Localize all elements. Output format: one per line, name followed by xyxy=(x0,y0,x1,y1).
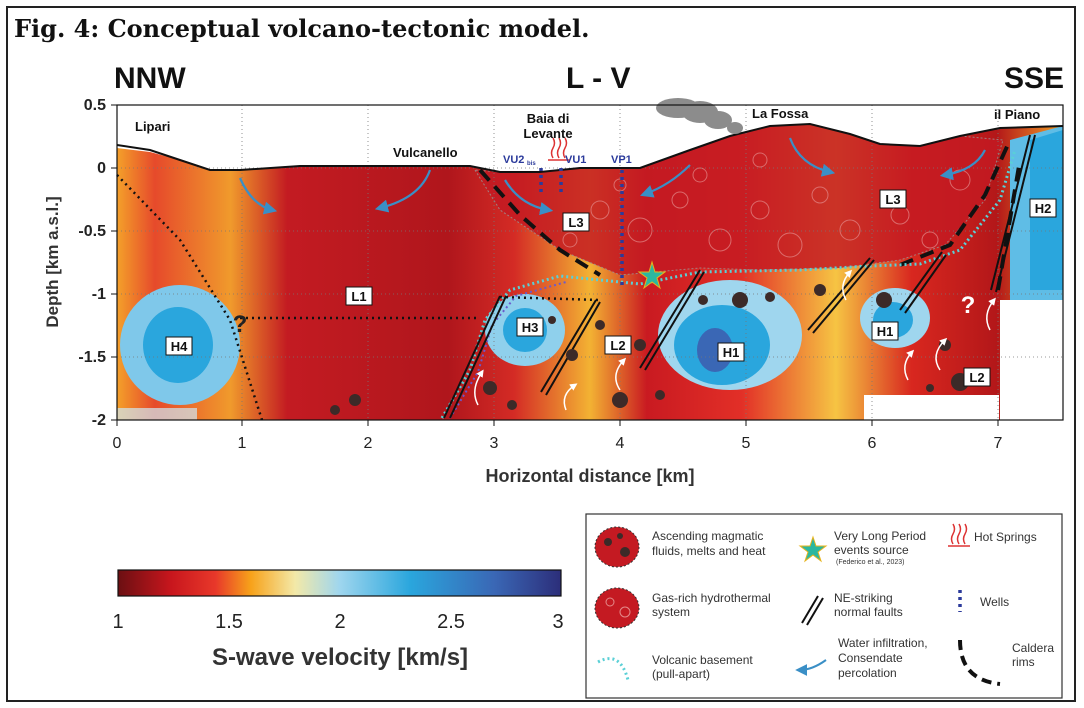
legend-hot-springs-label: Hot Springs xyxy=(974,530,1037,544)
unknown-marker-east: ? xyxy=(961,292,976,319)
zone-h1-east: H1 xyxy=(877,324,894,339)
legend-water-label-1: Water infiltration, xyxy=(838,636,928,650)
legend-gas-label-1: Gas-rich hydrothermal xyxy=(652,591,771,605)
zone-l1: L1 xyxy=(351,289,366,304)
colorbar-label: S-wave velocity [km/s] xyxy=(212,644,468,671)
colorbar-tick-3: 2.5 xyxy=(437,611,465,633)
x-tick-6: 6 xyxy=(868,435,877,452)
place-baia-line1: Baia di xyxy=(527,111,570,126)
hot-spring-icon xyxy=(548,137,570,161)
colorbar xyxy=(117,569,562,597)
zone-l3-east: L3 xyxy=(885,192,900,207)
figure-title: Fig. 4: Conceptual volcano-tectonic mode… xyxy=(14,14,590,43)
legend-water-label-2: Consendate xyxy=(838,651,903,665)
zone-l2-east: L2 xyxy=(969,370,984,385)
legend-basement-label-2: (pull-apart) xyxy=(652,667,710,681)
legend-water-icon xyxy=(795,659,827,676)
well-vu1: VU1 xyxy=(565,154,586,166)
legend-faults-label-2: normal faults xyxy=(834,605,903,619)
legend-caldera-label-1: Caldera xyxy=(1012,641,1054,655)
place-vulcanello: Vulcanello xyxy=(393,145,458,160)
legend-caldera-label-2: rims xyxy=(1012,655,1035,669)
zone-l2-west: L2 xyxy=(610,338,625,353)
legend-gas-label-2: system xyxy=(652,605,690,619)
zone-label-boxes xyxy=(165,189,1057,387)
legend-vlp-ref: (Federico et al., 2023) xyxy=(836,559,904,566)
y-tick-4: -1.5 xyxy=(78,349,106,366)
y-tick-0: 0.5 xyxy=(84,97,106,114)
structural-boundaries xyxy=(116,174,601,421)
x-tick-1: 1 xyxy=(238,435,247,452)
direction-sse: SSE xyxy=(1004,62,1065,95)
y-tick-3: -1 xyxy=(92,286,106,303)
colorbar-tick-0: 1 xyxy=(112,611,123,633)
x-axis-label: Horizontal distance [km] xyxy=(485,466,694,486)
fumarole-plume xyxy=(656,98,743,134)
hydrothermal-system xyxy=(474,123,1004,276)
water-infiltration-arrows xyxy=(238,137,986,216)
legend-hydrothermal-icon xyxy=(594,587,640,629)
legend-faults-label-1: NE-striking xyxy=(834,591,893,605)
ascending-fluid-arrows xyxy=(474,269,996,411)
direction-nnw: NNW xyxy=(114,62,186,95)
legend-vlp-label-1: Very Long Period xyxy=(834,529,926,543)
legend-basement-label-1: Volcanic basement xyxy=(652,653,753,667)
zone-h3: H3 xyxy=(522,320,539,335)
zone-l3-west: L3 xyxy=(568,215,583,230)
colorbar-tick-1: 1.5 xyxy=(215,611,243,633)
zone-h2: H2 xyxy=(1035,201,1052,216)
unknown-marker-west: ? xyxy=(233,311,248,338)
x-tick-5: 5 xyxy=(742,435,751,452)
y-axis-label: Depth [km a.s.l.] xyxy=(43,196,62,327)
y-tick-2: -0.5 xyxy=(78,223,106,240)
legend-hot-spring-icon xyxy=(948,523,970,547)
y-tick-5: -2 xyxy=(92,412,106,429)
legend-caldera-icon xyxy=(958,639,1001,686)
legend-wells-label: Wells xyxy=(980,595,1009,609)
place-il-piano: il Piano xyxy=(994,107,1040,122)
legend-magmatic-label-2: fluids, melts and heat xyxy=(652,544,766,558)
plot-frame xyxy=(116,104,1064,421)
well-vu2-sub: bis xyxy=(527,161,536,167)
x-tick-7: 7 xyxy=(994,435,1003,452)
normal-faults xyxy=(443,134,1036,419)
place-la-fossa: La Fossa xyxy=(752,106,809,121)
legend-water-label-3: percolation xyxy=(838,666,897,680)
x-tick-4: 4 xyxy=(616,435,625,452)
velocity-section xyxy=(117,124,1064,423)
place-lipari: Lipari xyxy=(135,119,170,134)
x-tick-2: 2 xyxy=(364,435,373,452)
y-tick-1: 0 xyxy=(97,160,106,177)
legend-magmatic-label-1: Ascending magmatic xyxy=(652,529,763,543)
well-vp1: VP1 xyxy=(611,154,632,166)
magma-dots xyxy=(330,284,969,415)
well-vu2: VU2 xyxy=(503,154,524,166)
zone-h1-central: H1 xyxy=(723,345,740,360)
colorbar-tick-4: 3 xyxy=(552,611,563,633)
topography-line xyxy=(116,122,1064,173)
legend-magmatic-icon xyxy=(594,526,640,568)
wells xyxy=(539,168,624,285)
place-baia-line2: Levante xyxy=(523,126,572,141)
legend xyxy=(585,513,1063,699)
legend-fault-icon xyxy=(801,595,824,626)
zone-h4: H4 xyxy=(171,339,188,354)
x-tick-3: 3 xyxy=(490,435,499,452)
x-tick-0: 0 xyxy=(113,435,122,452)
volcanic-basement xyxy=(440,149,1017,419)
profile-name: L - V xyxy=(566,62,631,95)
axis-ticks xyxy=(111,104,999,426)
vlp-source-star xyxy=(637,260,667,290)
legend-vlp-label-2: events source xyxy=(834,543,909,557)
colorbar-tick-2: 2 xyxy=(334,611,345,633)
legend-vlp-icon xyxy=(798,535,828,563)
caldera-rims xyxy=(478,139,1022,291)
